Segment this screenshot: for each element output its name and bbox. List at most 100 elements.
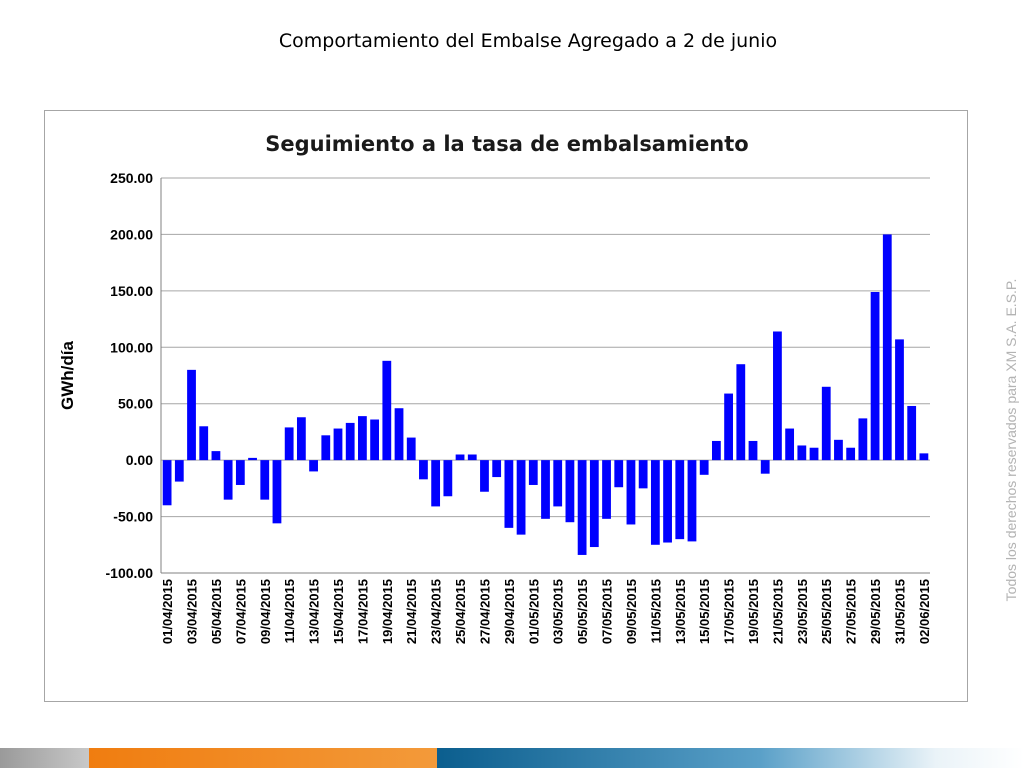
x-tick-label: 23/04/2015 bbox=[429, 579, 444, 644]
bar bbox=[553, 460, 563, 507]
bar bbox=[870, 291, 880, 461]
bar bbox=[589, 460, 599, 548]
bar bbox=[882, 234, 892, 461]
x-tick-label: 25/05/2015 bbox=[819, 579, 834, 644]
y-tick-label: 200.00 bbox=[110, 226, 153, 242]
bar-series bbox=[162, 234, 929, 555]
x-tick-label: 01/04/2015 bbox=[160, 579, 175, 644]
x-tick-label: 09/04/2015 bbox=[258, 579, 273, 644]
bar bbox=[809, 447, 819, 461]
bar bbox=[907, 405, 917, 461]
bar bbox=[773, 331, 782, 461]
x-tick-label: 09/05/2015 bbox=[624, 579, 639, 644]
bar bbox=[565, 460, 575, 523]
bar bbox=[663, 460, 672, 543]
x-tick-label: 19/05/2015 bbox=[746, 579, 761, 644]
x-tick-label: 01/05/2015 bbox=[526, 579, 541, 644]
bar bbox=[675, 460, 685, 540]
bar bbox=[895, 339, 904, 461]
x-tick-label: 21/04/2015 bbox=[404, 579, 419, 644]
bar bbox=[650, 460, 660, 545]
y-tick-label: -50.00 bbox=[113, 509, 153, 525]
bar-chart: Seguimiento a la tasa de embalsamiento G… bbox=[58, 132, 932, 644]
bar bbox=[858, 418, 868, 461]
y-axis-ticks: 250.00 200.00 150.00 100.00 50.00 0.00 -50.00 -… bbox=[106, 170, 154, 581]
bar bbox=[345, 422, 355, 461]
x-tick-label: 05/04/2015 bbox=[209, 579, 224, 644]
bar bbox=[296, 417, 306, 461]
bar bbox=[443, 460, 453, 497]
x-tick-label: 13/04/2015 bbox=[307, 579, 322, 644]
x-tick-label: 27/05/2015 bbox=[844, 579, 859, 644]
y-tick-label: -100.00 bbox=[106, 565, 154, 581]
bar bbox=[797, 445, 807, 461]
bar bbox=[199, 426, 209, 461]
x-tick-label: 23/05/2015 bbox=[795, 579, 810, 644]
bar bbox=[455, 454, 465, 461]
bar bbox=[638, 460, 648, 489]
bar bbox=[528, 460, 538, 485]
x-tick-label: 31/05/2015 bbox=[892, 579, 907, 644]
bar bbox=[748, 440, 758, 461]
bar bbox=[516, 460, 526, 535]
x-tick-label: 15/04/2015 bbox=[331, 579, 346, 644]
bar bbox=[614, 460, 624, 488]
bar bbox=[211, 451, 221, 461]
bar bbox=[919, 453, 929, 461]
x-tick-label: 17/05/2015 bbox=[722, 579, 737, 644]
y-tick-label: 250.00 bbox=[110, 170, 153, 186]
bar bbox=[174, 460, 184, 482]
bar bbox=[541, 460, 550, 519]
footer-bar-blue bbox=[437, 748, 1024, 768]
copyright-watermark: Todos los derechos reservados para XM S.… bbox=[1003, 278, 1019, 602]
y-tick-label: 0.00 bbox=[126, 452, 153, 468]
bar bbox=[272, 460, 282, 524]
bar bbox=[711, 440, 721, 461]
slide-title: Comportamiento del Embalse Agregado a 2 … bbox=[278, 30, 778, 52]
x-tick-label: 17/04/2015 bbox=[355, 579, 370, 644]
y-axis-label: GWh/día bbox=[58, 340, 77, 409]
footer-bar-gray bbox=[0, 748, 89, 768]
bar bbox=[687, 460, 697, 542]
x-tick-label: 07/05/2015 bbox=[600, 579, 615, 644]
x-tick-label: 03/05/2015 bbox=[551, 579, 566, 644]
x-tick-label: 05/05/2015 bbox=[575, 579, 590, 644]
bar bbox=[577, 460, 587, 555]
x-tick-label: 11/05/2015 bbox=[648, 579, 663, 643]
bar bbox=[626, 460, 636, 525]
bar bbox=[162, 460, 172, 506]
x-tick-label: 02/06/2015 bbox=[917, 579, 932, 644]
bar bbox=[370, 419, 380, 461]
bar bbox=[309, 460, 318, 472]
bar bbox=[504, 460, 514, 528]
bar bbox=[736, 364, 746, 461]
x-tick-label: 07/04/2015 bbox=[233, 579, 248, 644]
x-tick-label: 29/05/2015 bbox=[868, 579, 883, 644]
bar bbox=[223, 460, 233, 500]
bar bbox=[235, 460, 245, 485]
x-tick-label: 11/04/2015 bbox=[282, 579, 297, 643]
bar bbox=[431, 460, 441, 507]
x-axis-ticks: 01/04/2015 03/04/2015 05/04/2015 07/04/2015… bbox=[160, 579, 932, 644]
bar bbox=[382, 360, 392, 461]
bar bbox=[785, 428, 795, 461]
bar bbox=[821, 386, 831, 461]
bar bbox=[284, 427, 294, 461]
axis-lines bbox=[160, 178, 930, 574]
bar bbox=[846, 447, 856, 461]
bar bbox=[394, 408, 404, 461]
bar bbox=[467, 454, 477, 461]
bar bbox=[260, 460, 270, 500]
y-tick-label: 100.00 bbox=[110, 339, 153, 355]
bar bbox=[406, 437, 416, 461]
x-tick-label: 21/05/2015 bbox=[770, 579, 785, 644]
chart-title: Seguimiento a la tasa de embalsamiento bbox=[265, 132, 748, 156]
x-tick-label: 27/04/2015 bbox=[477, 579, 492, 644]
bar bbox=[358, 416, 367, 461]
bar bbox=[321, 435, 331, 461]
bar bbox=[333, 428, 343, 461]
bar bbox=[699, 460, 709, 475]
bar bbox=[248, 457, 257, 461]
y-tick-label: 50.00 bbox=[118, 396, 153, 412]
bar bbox=[187, 369, 196, 461]
